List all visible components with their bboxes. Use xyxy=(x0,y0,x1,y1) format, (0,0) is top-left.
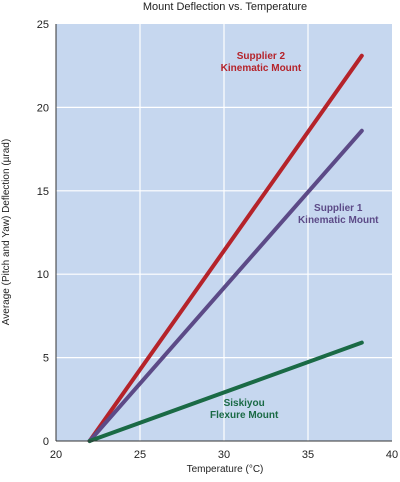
y-axis-label: Average (Pitch and Yaw) Deflection (µrad… xyxy=(1,139,12,325)
series-label-2: Kinematic Mount xyxy=(298,215,379,226)
x-axis-label: Temperature (°C) xyxy=(187,464,264,475)
x-tick-labels: 20 25 30 35 40 xyxy=(50,449,398,461)
series-label-3: Flexure Mount xyxy=(210,410,279,421)
x-tick-label: 40 xyxy=(386,449,398,461)
y-tick-label: 20 xyxy=(37,102,49,114)
axes xyxy=(55,24,392,442)
y-tick-label: 0 xyxy=(43,436,49,448)
series-line-2 xyxy=(87,128,364,443)
y-tick-labels: 0 5 10 15 20 25 xyxy=(37,19,49,448)
y-tick-label: 15 xyxy=(37,186,49,198)
series-lines xyxy=(87,53,364,443)
gridlines xyxy=(56,24,392,441)
series-line-3 xyxy=(87,340,364,443)
series-label-3: Siskiyou xyxy=(224,398,265,409)
y-tick-label: 25 xyxy=(37,19,49,31)
chart-title: Mount Deflection vs. Temperature xyxy=(143,1,307,13)
series-line-1 xyxy=(87,53,364,443)
series-label-2: Supplier 1 xyxy=(314,203,363,214)
y-tick-label: 5 xyxy=(43,353,49,365)
x-tick-label: 35 xyxy=(302,449,314,461)
y-tick-label: 10 xyxy=(37,269,49,281)
x-tick-label: 30 xyxy=(218,449,230,461)
x-tick-label: 25 xyxy=(134,449,146,461)
series-label-1: Kinematic Mount xyxy=(221,63,302,74)
series-label-1: Supplier 2 xyxy=(237,51,286,62)
x-tick-label: 20 xyxy=(50,449,62,461)
